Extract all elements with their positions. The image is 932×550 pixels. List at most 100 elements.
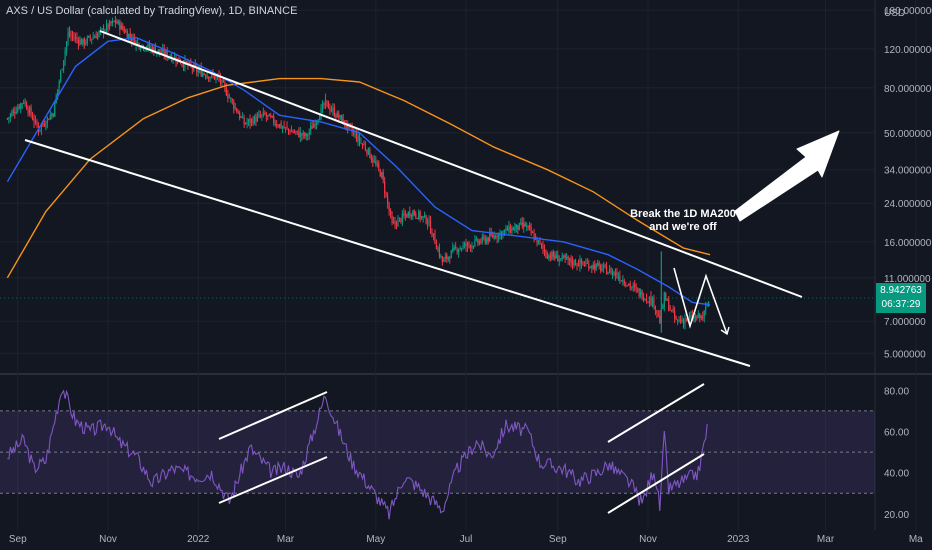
annotation-text: Break the 1D MA200 and we're off [628,208,738,234]
candle-body [540,243,543,245]
candle-body [657,314,659,316]
candle-body [432,232,435,236]
candle-body [435,244,438,250]
rsi-channel-1-upper [218,391,328,440]
candle-body [310,125,312,131]
candle-body [264,112,266,115]
candle-body [91,39,93,41]
candle-body [205,75,207,77]
candle-body [79,39,81,46]
candle-body [208,76,210,79]
candle-body [429,220,432,233]
candle-body [456,249,458,252]
candle-body [394,221,396,224]
candle-body [375,161,377,164]
candle-body [52,114,54,116]
candle-body [426,223,429,225]
candle-body [225,87,227,96]
candle-body [15,112,17,114]
candle-body [626,285,628,287]
candle-body [388,204,390,212]
candle-body [521,222,523,227]
candle-body [654,306,657,310]
candle-body [384,181,386,193]
candle-body [57,88,59,96]
candle-body [185,61,188,63]
candle-body [631,287,633,289]
candle-body [415,213,417,217]
candle-body [620,280,622,282]
candle-body [98,31,100,34]
candle-body [144,49,146,51]
candle-body [564,254,566,259]
candle-body [462,245,464,249]
candle-body [227,94,229,98]
candle-body [326,100,328,102]
candle-body [354,133,356,135]
candle-body [475,238,477,240]
candle-body [308,131,310,135]
candle-body [608,268,611,272]
candle-body [533,233,535,241]
candle-body [364,146,367,150]
candle-body [582,262,584,264]
candle-body [378,163,380,169]
candle-body [222,78,225,83]
candle-body [274,124,276,126]
candle-body [685,318,688,321]
x-tick-label: Sep [549,534,567,545]
candle-body [258,114,260,116]
candle-body [580,258,583,264]
candle-body [34,119,37,122]
projection-zigzag [673,267,728,335]
candle-body [688,316,691,318]
candle-body [11,112,13,116]
candle-body [279,124,281,128]
candle-body [530,227,532,233]
candle-body [114,20,116,23]
candle-body [450,250,452,259]
rsi-tick-label: 40.00 [884,469,909,480]
candle-body [702,317,704,319]
candle-body [6,118,8,120]
candle-body [512,227,514,231]
candle-body [641,291,643,300]
candle-body [321,104,324,109]
candle-body [600,265,602,271]
candle-body [459,247,461,250]
x-tick-label: May [366,534,385,545]
candle-body [474,239,476,247]
candle-body [191,66,193,69]
candle-body [505,227,507,230]
rsi-line [7,389,708,520]
candle-body [17,107,19,112]
candle-body [705,306,707,311]
candle-body [407,211,409,217]
candle-body [36,121,38,126]
candle-body [484,237,486,243]
candle-body [428,220,430,223]
candle-body [231,99,233,102]
candle-body [9,114,11,118]
candle-body [58,81,60,89]
candle-body [700,315,702,319]
candle-body [243,118,245,125]
candle-body [592,264,594,270]
candle-body [589,267,591,269]
candle-body [215,76,217,79]
candle-body [70,34,72,36]
candle-body [585,263,587,265]
candle-body [421,216,423,219]
candle-body [21,103,23,105]
candle-body [372,158,374,163]
candle-body [403,213,405,216]
candle-body [273,115,275,123]
candle-body [71,34,74,37]
candle-body [628,284,630,286]
candle-body [259,115,261,117]
candle-body [102,27,105,34]
candle-body [642,298,645,300]
candle-body [699,313,701,318]
candle-body [147,43,149,48]
